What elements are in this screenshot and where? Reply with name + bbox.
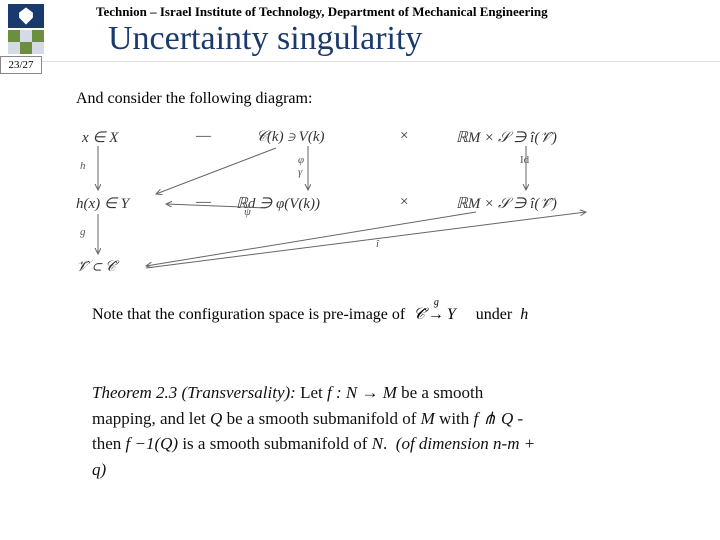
diag-r1c1: x ∈ X: [82, 128, 118, 147]
theorem-b3: be a smooth submanifold of: [222, 409, 420, 428]
theorem-b4: with: [435, 409, 474, 428]
slide-title: Uncertainty singularity: [108, 20, 422, 58]
theorem-M: M: [421, 409, 435, 428]
theorem-N: N: [372, 434, 383, 453]
theorem-box: Theorem 2.3 (Transversality): Let f : N …: [92, 380, 544, 482]
page-counter: 23/27: [0, 56, 42, 74]
label-id: Id: [520, 154, 529, 166]
theorem-Q: Q: [210, 409, 222, 428]
diag-r1c3: ℝM × 𝒮 ∋ î(𝒱̂): [456, 128, 557, 147]
technion-logo: [8, 4, 44, 58]
theorem-b1: Let: [296, 383, 327, 402]
diag-r2-times: ×: [400, 194, 408, 211]
note-var-h: h: [520, 306, 528, 323]
logo-squares: [8, 30, 44, 54]
diag-r2c2: ℝd ∋ φ(V(k)): [236, 194, 320, 213]
diag-r3c1: 𝒱̂ ⊂ 𝒞̂: [76, 258, 116, 276]
label-ihat: î: [376, 238, 379, 250]
diag-r1c2: 𝒞(k) ∋ V(k): [256, 128, 324, 146]
label-gamma: γ: [298, 166, 302, 178]
intro-text: And consider the following diagram:: [76, 90, 312, 108]
theorem-title: Theorem 2.3 (Transversality):: [92, 383, 296, 402]
note-math: 𝒞̂ g → Y: [413, 306, 456, 324]
theorem-trans: f ⋔ Q: [474, 409, 514, 428]
note-line: Note that the configuration space is pre…: [92, 306, 528, 324]
diag-r1-dash: —: [196, 128, 211, 145]
label-phi: φ: [298, 154, 304, 166]
diag-r1-times: ×: [400, 128, 408, 145]
label-g: g: [80, 226, 86, 238]
diag-r2c3: ℝM × 𝒮 ∋ î(𝒱̂): [456, 194, 557, 213]
diag-r2-dash: —: [196, 194, 211, 211]
diag-r2c1: h(x) ∈ Y: [76, 194, 129, 213]
note-suffix: under: [476, 306, 512, 323]
theorem-finv: f −1(Q): [126, 434, 179, 453]
header-bar: Technion – Israel Institute of Technolog…: [0, 0, 720, 62]
logo-emblem: [8, 4, 44, 28]
label-h: h: [80, 160, 86, 172]
theorem-f: f : N → M: [327, 383, 397, 402]
note-prefix: Note that the configuration space is pre…: [92, 306, 409, 323]
theorem-b6: is a smooth submanifold of: [178, 434, 372, 453]
commutative-diagram: x ∈ X — 𝒞(k) ∋ V(k) × ℝM × 𝒮 ∋ î(𝒱̂) h φ…: [76, 118, 636, 288]
institution-text: Technion – Israel Institute of Technolog…: [96, 4, 548, 20]
